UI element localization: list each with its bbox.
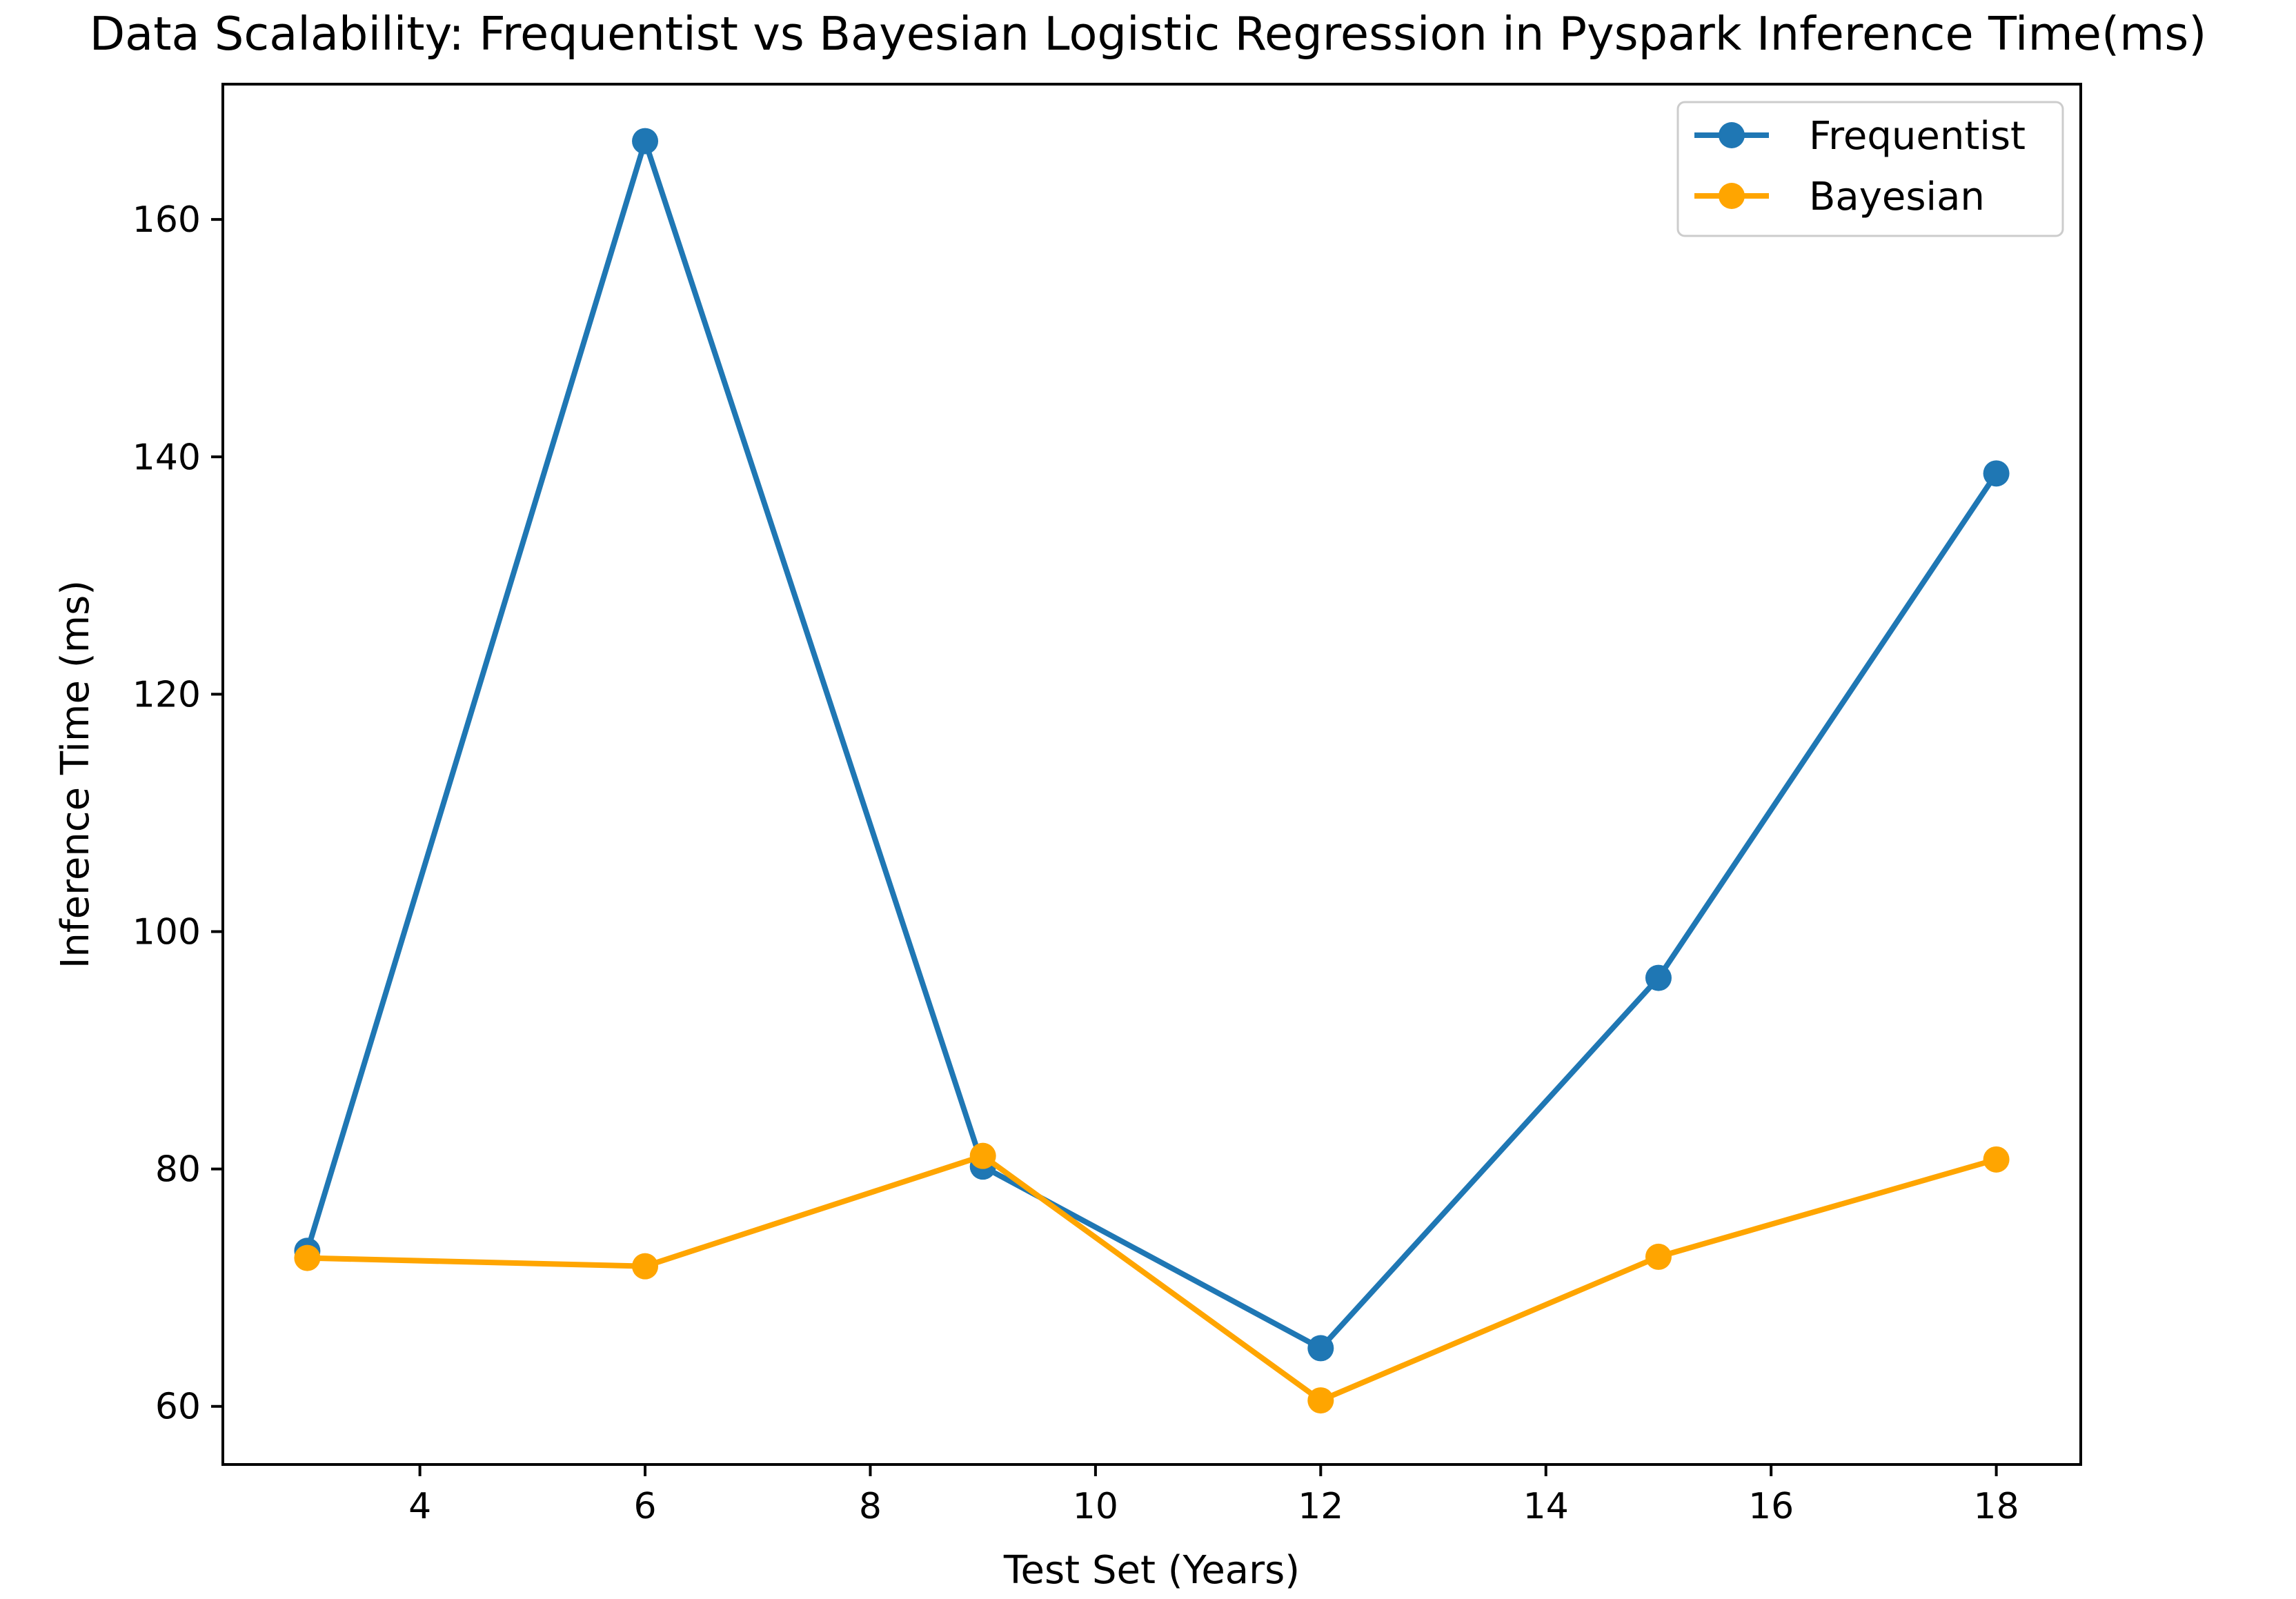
axes-frame: [221, 83, 2082, 1466]
bayesian-point: [1645, 1243, 1672, 1270]
bayesian-point: [1307, 1387, 1334, 1414]
bayesian-point: [969, 1142, 996, 1169]
legend-box: [1676, 101, 2064, 237]
y-axis-label: Inference Time (ms): [53, 580, 98, 969]
y-tick-label: 120: [132, 674, 201, 715]
series-bayesian: [294, 1142, 2010, 1414]
x-axis: 4 6 8 10 12 14 16 18: [408, 1464, 2019, 1527]
legend-swatch-marker: [1719, 122, 1745, 148]
plot-area: [294, 128, 2010, 1414]
y-tick-label: 80: [155, 1149, 201, 1191]
x-axis-label: Test Set (Years): [1003, 1548, 1300, 1593]
y-tick-label: 160: [132, 199, 201, 241]
chart-title: Data Scalability: Frequentist vs Bayesia…: [90, 7, 2207, 61]
legend: Frequentist Bayesian: [1676, 101, 2064, 237]
bayesian-point: [632, 1253, 659, 1280]
frequentist-point: [632, 128, 659, 155]
legend-item-frequentist: Frequentist: [1694, 114, 2026, 159]
x-tick-label: 10: [1073, 1486, 1118, 1527]
series-frequentist: [294, 128, 2010, 1362]
y-tick-label: 60: [155, 1387, 201, 1428]
bayesian-point: [1983, 1146, 2010, 1173]
x-tick-label: 14: [1523, 1486, 1569, 1527]
x-tick-label: 6: [633, 1486, 656, 1527]
bayesian-point: [294, 1244, 321, 1271]
bayesian-line: [307, 1153, 1997, 1404]
x-tick-label: 16: [1748, 1486, 1794, 1527]
frequentist-point: [1307, 1335, 1334, 1362]
legend-label: Frequentist: [1809, 114, 2026, 159]
x-tick-label: 4: [408, 1486, 431, 1527]
y-tick-label: 100: [132, 911, 201, 953]
legend-item-bayesian: Bayesian: [1694, 175, 1985, 219]
frequentist-line: [304, 138, 1999, 1351]
x-tick-label: 18: [1974, 1486, 2019, 1527]
legend-swatch-marker: [1719, 183, 1745, 209]
y-tick-label: 140: [132, 437, 201, 478]
frequentist-point: [1645, 964, 1672, 991]
x-tick-label: 12: [1298, 1486, 1343, 1527]
y-axis: 60 80 100 120 140 160: [132, 199, 223, 1428]
frequentist-point: [1983, 460, 2010, 487]
x-tick-label: 8: [859, 1486, 882, 1527]
legend-label: Bayesian: [1809, 175, 1985, 219]
